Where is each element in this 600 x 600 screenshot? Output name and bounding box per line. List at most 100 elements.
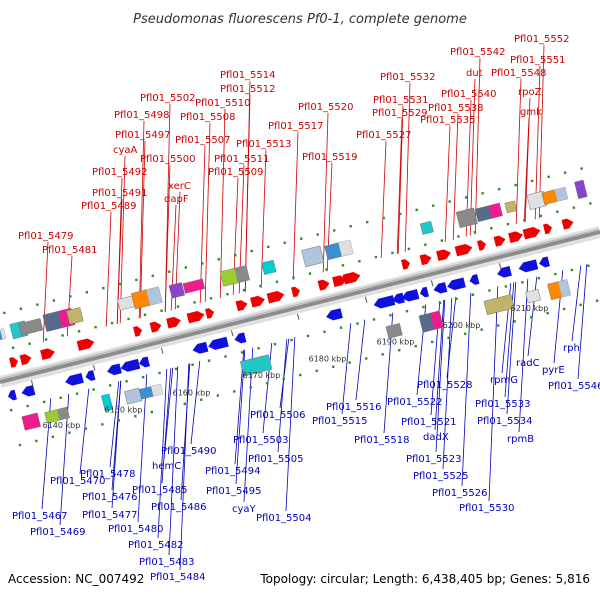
gene-label-pfl01-5532[interactable]: Pfl01_5532 xyxy=(380,72,436,83)
gene-arrow-shape xyxy=(21,385,36,397)
gene-label-pfl01-5467[interactable]: Pfl01_5467 xyxy=(12,511,68,522)
gene-label-pfl01-5492[interactable]: Pfl01_5492 xyxy=(92,167,148,178)
feature-box xyxy=(168,282,185,299)
gene-label-pfl01-5476[interactable]: Pfl01_5476 xyxy=(82,492,138,503)
gene-label-radc[interactable]: radC xyxy=(516,358,540,369)
gene-label-pfl01-5497[interactable]: Pfl01_5497 xyxy=(115,130,171,141)
guide-dot xyxy=(506,222,510,226)
gene-label-pfl01-5512[interactable]: Pfl01_5512 xyxy=(220,84,276,95)
gene-label-pfl01-5516[interactable]: Pfl01_5516 xyxy=(326,402,382,413)
gene-label-pfl01-5525[interactable]: Pfl01_5525 xyxy=(413,471,469,482)
gene-label-cyaa[interactable]: cyaA xyxy=(113,145,138,156)
gene-label-pfl01-5479[interactable]: Pfl01_5479 xyxy=(18,231,74,242)
gene-label-pfl01-5490[interactable]: Pfl01_5490 xyxy=(161,446,217,457)
gene-label-pfl01-5514[interactable]: Pfl01_5514 xyxy=(220,70,276,81)
reverse-gene-arrow xyxy=(208,336,229,350)
gene-label-hemc[interactable]: hemC xyxy=(152,461,181,472)
gene-label-pfl01-5530[interactable]: Pfl01_5530 xyxy=(459,503,515,514)
gene-label-pfl01-5510[interactable]: Pfl01_5510 xyxy=(195,98,251,109)
gene-label-pfl01-5552[interactable]: Pfl01_5552 xyxy=(514,34,570,45)
gene-label-pfl01-5519[interactable]: Pfl01_5519 xyxy=(302,152,358,163)
gene-label-pfl01-5533[interactable]: Pfl01_5533 xyxy=(475,399,531,410)
gene-label-pfl01-5482[interactable]: Pfl01_5482 xyxy=(128,540,184,551)
gene-label-rph[interactable]: rph xyxy=(563,343,580,354)
gene-label-pfl01-5484[interactable]: Pfl01_5484 xyxy=(150,572,206,583)
gene-label-pfl01-5508[interactable]: Pfl01_5508 xyxy=(180,112,236,123)
gene-label-pfl01-5481[interactable]: Pfl01_5481 xyxy=(42,245,98,256)
gene-label-pfl01-5486[interactable]: Pfl01_5486 xyxy=(151,502,207,513)
gene-label-pfl01-5517[interactable]: Pfl01_5517 xyxy=(268,121,324,132)
gene-label-pfl01-5513[interactable]: Pfl01_5513 xyxy=(236,139,292,150)
gene-label-pfl01-5469[interactable]: Pfl01_5469 xyxy=(30,527,86,538)
gene-label-rpoz[interactable]: rpoZ xyxy=(518,87,542,98)
gene-label-pfl01-5531[interactable]: Pfl01_5531 xyxy=(373,95,429,106)
guide-dot xyxy=(3,311,6,315)
gene-label-pfl01-5489[interactable]: Pfl01_5489 xyxy=(81,201,137,212)
gene-arrow-shape xyxy=(392,292,405,304)
feature-box-rect xyxy=(261,259,277,275)
gene-label-pfl01-5470[interactable]: Pfl01_5470 xyxy=(50,476,106,487)
kbp-tick-label: 6150 kbp xyxy=(105,405,143,414)
guide-dot xyxy=(183,402,187,406)
guide-dot xyxy=(234,253,237,257)
gene-label-pfl01-5500[interactable]: Pfl01_5500 xyxy=(140,154,196,165)
gene-label-pfl01-5522[interactable]: Pfl01_5522 xyxy=(387,397,443,408)
gene-label-pfl01-5478[interactable]: Pfl01_5478 xyxy=(80,469,136,480)
dotted-guides xyxy=(3,167,599,447)
guide-dot xyxy=(431,204,435,207)
guide-dot xyxy=(488,289,491,292)
gene-label-xerc[interactable]: xerC xyxy=(168,181,191,192)
gene-label-dut[interactable]: dut xyxy=(466,68,483,79)
gene-label-pfl01-5498[interactable]: Pfl01_5498 xyxy=(114,110,170,121)
gene-label-pfl01-5535[interactable]: Pfl01_5535 xyxy=(420,115,476,126)
guide-dot xyxy=(110,321,114,325)
gene-arrow-shape xyxy=(166,316,181,329)
gene-label-pfl01-5505[interactable]: Pfl01_5505 xyxy=(248,454,304,465)
gene-label-dadx[interactable]: dadX xyxy=(423,432,449,443)
gene-label-pfl01-5507[interactable]: Pfl01_5507 xyxy=(175,135,231,146)
gene-label-pfl01-5495[interactable]: Pfl01_5495 xyxy=(206,486,262,497)
gene-label-pfl01-5528[interactable]: Pfl01_5528 xyxy=(417,380,473,391)
gene-label-pfl01-5542[interactable]: Pfl01_5542 xyxy=(450,47,506,58)
gene-label-rpmb[interactable]: rpmB xyxy=(507,434,534,445)
gene-label-dapf[interactable]: dapF xyxy=(164,194,189,205)
gene-label-pfl01-5540[interactable]: Pfl01_5540 xyxy=(441,89,497,100)
gene-label-pfl01-5534[interactable]: Pfl01_5534 xyxy=(477,416,533,427)
guide-dot xyxy=(447,336,450,340)
gene-label-pfl01-5494[interactable]: Pfl01_5494 xyxy=(205,466,261,477)
gene-label-pyre[interactable]: pyrE xyxy=(542,365,565,376)
gene-label-pfl01-5477[interactable]: Pfl01_5477 xyxy=(82,510,138,521)
gene-label-pfl01-5546[interactable]: Pfl01_5546 xyxy=(548,381,600,392)
gene-label-pfl01-5509[interactable]: Pfl01_5509 xyxy=(208,167,264,178)
gene-label-pfl01-5491[interactable]: Pfl01_5491 xyxy=(92,188,148,199)
gene-label-pfl01-5485[interactable]: Pfl01_5485 xyxy=(132,485,188,496)
gene-label-pfl01-5529[interactable]: Pfl01_5529 xyxy=(372,108,428,119)
gene-label-pfl01-5548[interactable]: Pfl01_5548 xyxy=(491,68,547,79)
gene-label-gmk[interactable]: gmk xyxy=(520,107,542,118)
gene-label-pfl01-5515[interactable]: Pfl01_5515 xyxy=(312,416,368,427)
gene-label-pfl01-5511[interactable]: Pfl01_5511 xyxy=(214,154,270,165)
gene-label-pfl01-5504[interactable]: Pfl01_5504 xyxy=(256,513,312,524)
gene-label-pfl01-5480[interactable]: Pfl01_5480 xyxy=(108,524,164,535)
gene-arrow-shape xyxy=(9,357,18,368)
gene-label-pfl01-5551[interactable]: Pfl01_5551 xyxy=(510,55,566,66)
gene-arrow-shape xyxy=(477,240,486,251)
gene-arrow-shape xyxy=(65,372,84,386)
gene-label-pfl01-5523[interactable]: Pfl01_5523 xyxy=(406,454,462,465)
gene-label-pfl01-5520[interactable]: Pfl01_5520 xyxy=(298,102,354,113)
guide-dot xyxy=(59,396,62,399)
gene-label-pfl01-5506[interactable]: Pfl01_5506 xyxy=(250,410,306,421)
gene-label-pfl01-5483[interactable]: Pfl01_5483 xyxy=(139,557,195,568)
gene-label-pfl01-5502[interactable]: Pfl01_5502 xyxy=(140,93,196,104)
forward-gene-arrow xyxy=(76,338,95,351)
gene-label-pfl01-5526[interactable]: Pfl01_5526 xyxy=(432,488,488,499)
gene-label-pfl01-5527[interactable]: Pfl01_5527 xyxy=(356,130,412,141)
label-connector xyxy=(474,57,481,235)
gene-label-cyay[interactable]: cyaY xyxy=(232,504,257,515)
forward-gene-arrow xyxy=(436,249,451,262)
gene-label-rpmg[interactable]: rpmG xyxy=(490,375,518,386)
gene-label-pfl01-5503[interactable]: Pfl01_5503 xyxy=(233,435,289,446)
gene-label-pfl01-5521[interactable]: Pfl01_5521 xyxy=(401,417,457,428)
gene-label-pfl01-5518[interactable]: Pfl01_5518 xyxy=(354,435,410,446)
gene-label-pfl01-5538[interactable]: Pfl01_5538 xyxy=(428,103,484,114)
